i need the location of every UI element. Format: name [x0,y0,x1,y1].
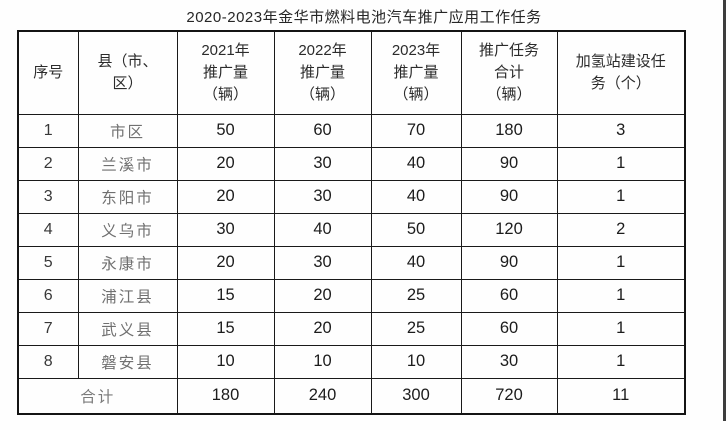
cell-county: 武义县 [77,311,178,346]
table-row: 5 永康市 20 30 40 90 1 [17,245,686,280]
column-header-total: 推广任务 合计 （辆） [460,30,558,115]
cell-county: 义乌市 [77,212,178,247]
right-edge-divider [723,0,726,421]
cell-2022: 40 [273,212,372,247]
cell-2021: 10 [176,344,275,379]
cell-county: 浦江县 [77,278,178,313]
table-row: 8 磐安县 10 10 10 30 1 [17,344,686,379]
cell-2023: 25 [370,278,462,313]
cell-total-label: 合计 [17,377,178,415]
column-header-2023: 2023年 推广量 （辆） [370,30,462,115]
cell-2021: 20 [176,245,275,280]
cell-2021: 15 [176,278,275,313]
cell-serial: 2 [17,146,79,181]
cell-stations: 1 [556,311,686,346]
cell-serial: 8 [17,344,79,379]
cell-total: 30 [460,344,558,379]
cell-total: 90 [460,179,558,214]
promotion-task-table: 序号 县（市、 区） 2021年 推广量 （辆） 2022年 推广量 （辆） 2… [17,30,686,415]
cell-stations: 1 [556,146,686,181]
cell-serial: 7 [17,311,79,346]
cell-total: 90 [460,146,558,181]
header-row: 序号 县（市、 区） 2021年 推广量 （辆） 2022年 推广量 （辆） 2… [17,30,686,115]
cell-serial: 1 [17,113,79,148]
column-header-2022: 2022年 推广量 （辆） [273,30,372,115]
cell-stations: 2 [556,212,686,247]
cell-2022: 30 [273,245,372,280]
cell-2021: 30 [176,212,275,247]
cell-stations: 1 [556,278,686,313]
cell-2022: 60 [273,113,372,148]
cell-serial: 6 [17,278,79,313]
cell-2022: 30 [273,179,372,214]
cell-2021: 20 [176,146,275,181]
cell-2022: 10 [273,344,372,379]
cell-2023: 40 [370,179,462,214]
table-title: 2020-2023年金华市燃料电池汽车推广应用工作任务 [186,9,542,26]
cell-total-2022: 240 [273,377,372,415]
cell-serial: 3 [17,179,79,214]
cell-2022: 30 [273,146,372,181]
cell-stations: 1 [556,179,686,214]
cell-total: 180 [460,113,558,148]
cell-serial: 5 [17,245,79,280]
cell-total: 120 [460,212,558,247]
cell-2023: 10 [370,344,462,379]
cell-2021: 15 [176,311,275,346]
cell-serial: 4 [17,212,79,247]
cell-total-2021: 180 [176,377,275,415]
cell-2022: 20 [273,311,372,346]
cell-2022: 20 [273,278,372,313]
cell-county: 兰溪市 [77,146,178,181]
cell-2023: 40 [370,146,462,181]
cell-total-2023: 300 [370,377,462,415]
table-row: 6 浦江县 15 20 25 60 1 [17,278,686,313]
cell-total-sum: 720 [460,377,558,415]
cell-total: 90 [460,245,558,280]
table-row: 4 义乌市 30 40 50 120 2 [17,212,686,247]
table-row: 1 市区 50 60 70 180 3 [17,113,686,148]
cell-2023: 40 [370,245,462,280]
cell-total: 60 [460,311,558,346]
cell-county: 永康市 [77,245,178,280]
table-row: 7 武义县 15 20 25 60 1 [17,311,686,346]
cell-stations: 3 [556,113,686,148]
column-header-2021: 2021年 推广量 （辆） [176,30,275,115]
cell-county: 市区 [77,113,178,148]
cell-county: 东阳市 [77,179,178,214]
column-header-serial: 序号 [17,30,79,115]
table-row: 3 东阳市 20 30 40 90 1 [17,179,686,214]
column-header-stations: 加氢站建设任 务（个） [556,30,686,115]
cell-2023: 70 [370,113,462,148]
cell-total: 60 [460,278,558,313]
cell-2023: 50 [370,212,462,247]
cell-county: 磐安县 [77,344,178,379]
table-row: 2 兰溪市 20 30 40 90 1 [17,146,686,181]
cell-2023: 25 [370,311,462,346]
cell-stations: 1 [556,245,686,280]
total-row: 合计 180 240 300 720 11 [17,377,686,415]
cell-2021: 50 [176,113,275,148]
cell-2021: 20 [176,179,275,214]
column-header-county: 县（市、 区） [77,30,178,115]
cell-stations: 1 [556,344,686,379]
cell-total-stations: 11 [556,377,686,415]
